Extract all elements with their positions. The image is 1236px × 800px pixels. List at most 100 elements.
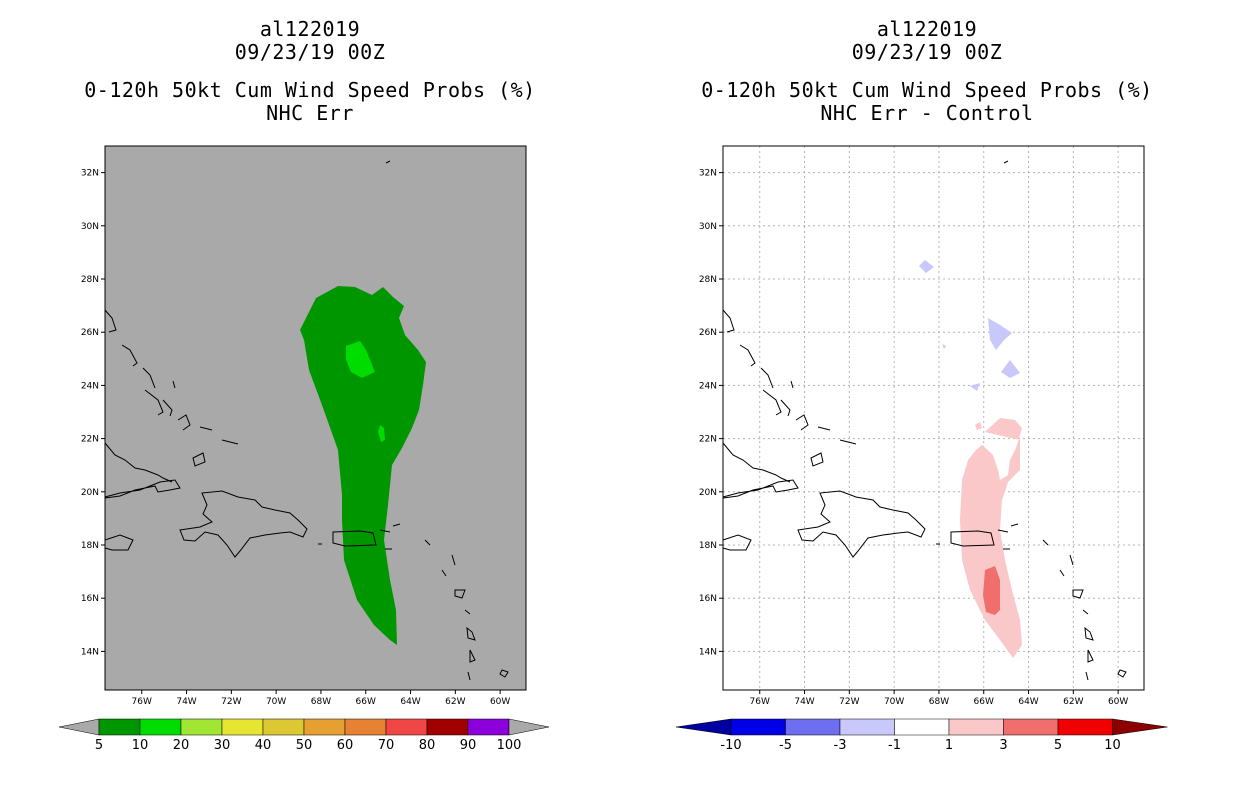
left-colorbar-label: 100 (497, 738, 522, 753)
island-outline (172, 380, 322, 545)
right-colorbar-label: -10 (720, 738, 741, 753)
right-diff-neg-3-1-contour (1001, 360, 1020, 378)
left-colorbar-label: 40 (255, 738, 272, 753)
right-diff-1-3-contour (960, 418, 1022, 658)
bahamas-outline (762, 389, 782, 416)
right-colorbar-segment (785, 718, 841, 736)
left-axes: 32N 30N 28N 26N 24N 22N 20N 18N 16N 14N 76W 74W 72W 7… (81, 169, 511, 707)
lon-label: 62W (1063, 697, 1083, 707)
left-colorbar-low-arrow (58, 718, 100, 736)
lat-label: 14N (699, 647, 717, 657)
lat-label: 26N (81, 328, 99, 338)
lat-label: 30N (81, 222, 99, 232)
left-colorbar-segment (221, 718, 264, 736)
left-colorbar-segment (303, 718, 346, 736)
right-colorbar-label: -5 (779, 738, 792, 753)
left-product-title: 0-120h 50kt Cum Wind Speed Probs (%) (84, 78, 536, 102)
lon-label: 72W (221, 697, 241, 707)
left-storm-id: al122019 (259, 17, 361, 41)
bahamas-outline (121, 344, 138, 367)
lon-label: 62W (445, 697, 465, 707)
lon-label: 60W (1108, 697, 1128, 707)
lat-label: 32N (699, 169, 717, 179)
left-colorbar-segment (426, 718, 469, 736)
right-colorbar-label: -1 (888, 738, 901, 753)
left-subtitle: NHC Err (266, 101, 354, 125)
bahamas-outline (104, 309, 117, 333)
bahamas-outline (177, 414, 191, 431)
right-colorbar-segment (894, 718, 950, 736)
right-colorbar-label: 10 (1104, 738, 1121, 753)
left-colorbar-label: 70 (378, 738, 395, 753)
hispaniola-outline (179, 490, 308, 558)
left-colorbar-label: 80 (419, 738, 436, 753)
cuba-outline (104, 479, 181, 499)
left-title-block: al122019 09/23/19 00Z 0-120h 50kt Cum Wi… (60, 18, 560, 125)
turks-caicos-outline (192, 452, 206, 467)
lon-label: 64W (400, 697, 420, 707)
right-colorbar-segment (839, 718, 895, 736)
right-colorbar-label: 5 (1054, 738, 1062, 753)
right-colorbar-segment (1057, 718, 1113, 736)
lon-label: 70W (266, 697, 286, 707)
right-subtitle: NHC Err - Control (820, 101, 1034, 125)
bahamas-outline (780, 399, 791, 417)
right-diff-neg-3-1-contour (970, 383, 980, 391)
lat-label: 22N (699, 435, 717, 445)
cuba-north-coast (722, 442, 791, 483)
left-prob-10-20-contour (346, 341, 375, 378)
left-colorbar-segment (180, 718, 223, 736)
lat-label: 24N (699, 381, 717, 391)
right-product-title: 0-120h 50kt Cum Wind Speed Probs (%) (701, 78, 1153, 102)
lon-label: 76W (132, 697, 152, 707)
right-diff-neg-3-1-contour (988, 318, 1012, 350)
right-title-block: al122019 09/23/19 00Z 0-120h 50kt Cum Wi… (677, 18, 1177, 125)
leeward-islands-outline (1042, 539, 1127, 681)
right-diff-neg-3-1-contour (942, 344, 946, 349)
right-storm-id: al122019 (876, 17, 978, 41)
bahamas-outline (199, 426, 213, 431)
bahamas-outline (162, 399, 173, 417)
right-date: 09/23/19 00Z (851, 40, 1003, 64)
right-colorbar-label: 3 (999, 738, 1007, 753)
lat-label: 18N (81, 541, 99, 551)
lon-label: 74W (176, 697, 196, 707)
virgin-islands-outline (379, 523, 401, 550)
lat-label: 16N (81, 594, 99, 604)
right-map-background (723, 146, 1144, 690)
left-colorbar-label: 60 (337, 738, 354, 753)
lon-label: 74W (794, 697, 814, 707)
lat-label: 26N (699, 328, 717, 338)
puerto-rico-outline (332, 530, 377, 547)
left-colorbar-high-arrow (508, 718, 550, 736)
bahamas-outline (142, 367, 156, 389)
lon-label: 66W (356, 697, 376, 707)
bahamas-outline (739, 344, 756, 367)
right-diff-3-5-contour (983, 566, 1000, 615)
island-outline (790, 380, 940, 545)
lat-label: 32N (81, 169, 99, 179)
lat-label: 20N (81, 488, 99, 498)
right-colorbar-label: 1 (945, 738, 953, 753)
lon-label: 76W (750, 697, 770, 707)
left-colorbar-label: 5 (95, 738, 103, 753)
bahamas-outline (817, 426, 831, 431)
puerto-rico-outline (950, 530, 995, 547)
left-colorbar-label: 50 (296, 738, 313, 753)
left-coastlines (104, 160, 509, 681)
left-prob-5-10-contour (300, 286, 426, 645)
left-colorbar-segment (344, 718, 387, 736)
turks-caicos-outline (810, 452, 824, 467)
right-diff-neg-3-1-contour (919, 260, 934, 273)
left-prob-10-20-contour (378, 425, 385, 442)
bahamas-outline (839, 439, 857, 445)
lon-label: 72W (839, 697, 859, 707)
bermuda-outline (385, 160, 391, 164)
lon-label: 60W (490, 697, 510, 707)
left-colorbar-label: 90 (460, 738, 477, 753)
left-colorbar-label: 30 (214, 738, 231, 753)
right-colorbar-segment (1003, 718, 1059, 736)
left-colorbar-segment (385, 718, 428, 736)
right-colorbar: -10 -5 -3 -1 1 3 5 10 (675, 718, 1168, 753)
